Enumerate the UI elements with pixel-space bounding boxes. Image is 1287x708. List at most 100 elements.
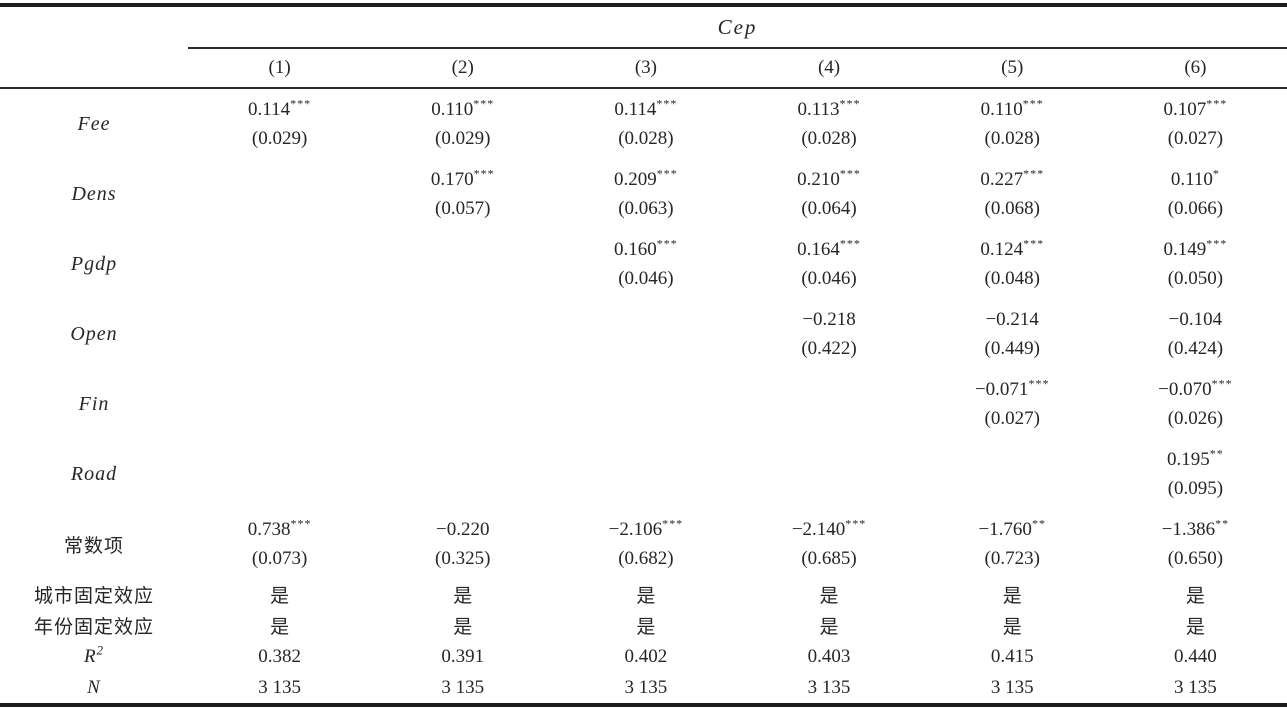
coefficient-value: −0.104 xyxy=(1168,309,1223,330)
coefficient-cell: 0.114*** (0.028) xyxy=(554,88,737,159)
significance-stars: *** xyxy=(1023,236,1045,251)
coefficient-line: 0.195** xyxy=(1104,445,1287,474)
coefficient-cell: 0.227*** (0.068) xyxy=(921,159,1104,229)
standard-error: (0.723) xyxy=(984,548,1040,569)
standard-error: (0.449) xyxy=(984,338,1040,359)
significance-stars: *** xyxy=(1023,166,1045,181)
coefficient-cell xyxy=(371,299,554,369)
coefficient-cell xyxy=(188,229,371,299)
coefficient-cell xyxy=(188,369,371,439)
significance-stars: *** xyxy=(839,166,861,181)
significance-stars: *** xyxy=(662,516,684,531)
stat-cell: 0.391 xyxy=(441,645,485,667)
coefficient-cell: −0.214 (0.449) xyxy=(921,299,1104,369)
coefficient-line: 0.160*** xyxy=(554,235,737,264)
column-header-4: (4) xyxy=(737,48,921,89)
variable-row: Fin −0.071*** (0.027) −0.070*** (0.026) xyxy=(0,369,1287,439)
stat-cell: 0.415 xyxy=(990,645,1034,667)
variable-row: Pgdp 0.160*** (0.046) 0.164*** (0.046) 0.124*… xyxy=(0,229,1287,299)
standard-error: (0.048) xyxy=(984,268,1040,289)
standard-error: (0.095) xyxy=(1167,478,1224,499)
coefficient-value: −0.220 xyxy=(436,519,490,540)
coefficient-value: 0.124 xyxy=(980,239,1024,260)
significance-stars: ** xyxy=(1215,516,1230,531)
standard-error: (0.046) xyxy=(618,268,674,289)
coefficient-line: −0.104 xyxy=(1104,305,1287,334)
standard-error: (0.424) xyxy=(1167,338,1224,359)
significance-stars: *** xyxy=(1022,96,1044,111)
variable-row: Dens 0.170*** (0.057) 0.209*** (0.063) 0.210*… xyxy=(0,159,1287,229)
significance-stars: * xyxy=(1212,166,1220,181)
coefficient-line: 0.107*** xyxy=(1104,95,1287,124)
coefficient-value: −0.218 xyxy=(802,309,856,330)
row-label: Open xyxy=(70,322,118,345)
significance-stars: *** xyxy=(656,236,678,251)
coefficient-cell: 0.195** (0.095) xyxy=(1104,439,1287,509)
coefficient-cell: 0.107*** (0.027) xyxy=(1104,88,1287,159)
significance-stars: *** xyxy=(839,96,861,111)
coefficient-cell: 0.160*** (0.046) xyxy=(554,229,737,299)
coefficient-line: 0.164*** xyxy=(737,235,920,264)
significance-stars: *** xyxy=(1028,376,1050,391)
significance-stars: ** xyxy=(1209,446,1224,461)
coefficient-line: 0.210*** xyxy=(737,165,920,194)
coefficient-value: −0.071 xyxy=(974,379,1029,400)
significance-stars: *** xyxy=(656,166,678,181)
significance-stars: *** xyxy=(473,166,495,181)
coefficient-value: −1.760 xyxy=(978,519,1032,540)
coefficient-value: 0.170 xyxy=(430,169,474,190)
coefficient-value: −0.214 xyxy=(985,309,1039,330)
column-header-5: (5) xyxy=(920,48,1104,89)
standard-error: (0.028) xyxy=(618,128,674,149)
coefficient-line: 0.170*** xyxy=(371,165,554,194)
coefficient-value: 0.107 xyxy=(1163,99,1207,120)
coefficient-cell: 0.110*** (0.029) xyxy=(371,88,554,159)
coefficient-line: −1.760** xyxy=(921,515,1104,544)
coefficient-line: 0.113*** xyxy=(737,95,920,124)
row-label: 城市固定效应 xyxy=(33,586,154,607)
coefficient-value: 0.114 xyxy=(248,99,291,120)
coefficient-value: 0.113 xyxy=(797,99,840,120)
coefficient-cell: 0.164*** (0.046) xyxy=(737,229,920,299)
coefficient-cell: −0.070*** (0.026) xyxy=(1104,369,1287,439)
coefficient-line: 0.149*** xyxy=(1104,235,1287,264)
coefficient-cell: −0.071*** (0.027) xyxy=(921,369,1104,439)
significance-stars: *** xyxy=(845,516,867,531)
coefficient-value: −2.106 xyxy=(608,519,663,540)
variable-row: Road 0.195** (0.095) xyxy=(0,439,1287,509)
variable-row: Fee 0.114*** (0.029) 0.110*** (0.029) 0.114**… xyxy=(0,88,1287,159)
coefficient-cell: 0.210*** (0.064) xyxy=(737,159,920,229)
coefficient-cell xyxy=(371,369,554,439)
row-label: Fee xyxy=(77,112,111,135)
stat-cell: 3 135 xyxy=(441,676,485,698)
coefficient-value: 0.110 xyxy=(980,99,1023,120)
coefficient-value: 0.110 xyxy=(431,99,474,120)
coefficient-line: 0.110*** xyxy=(371,95,554,124)
coefficient-cell xyxy=(554,369,737,439)
coefficient-cell: 0.110* (0.066) xyxy=(1104,159,1287,229)
summary-row: N 3 135 3 135 3 135 3 135 3 135 3 135 xyxy=(0,672,1287,705)
coefficient-cell: 0.114*** (0.029) xyxy=(188,88,371,159)
coefficient-cell xyxy=(554,299,737,369)
coefficient-value: 0.149 xyxy=(1163,239,1207,260)
summary-row: 城市固定效应 是 是 是 是 是 是 xyxy=(0,579,1287,610)
stat-cell: 是 xyxy=(1002,586,1022,607)
stat-cell: 0.402 xyxy=(624,645,668,667)
column-header-row: (1) (2) (3) (4) (5) (6) xyxy=(0,48,1287,89)
row-label-base: R xyxy=(83,645,97,667)
coefficient-cell xyxy=(737,439,920,509)
coefficient-cell xyxy=(737,369,920,439)
standard-error: (0.685) xyxy=(801,548,857,569)
standard-error: (0.682) xyxy=(618,548,674,569)
coefficient-cell xyxy=(554,439,737,509)
column-header-3: (3) xyxy=(554,48,738,89)
coefficient-cell: −2.140*** (0.685) xyxy=(737,509,920,579)
column-header-1: (1) xyxy=(188,48,372,89)
standard-error: (0.068) xyxy=(984,198,1040,219)
stat-cell: 是 xyxy=(819,586,839,607)
standard-error: (0.027) xyxy=(984,408,1040,429)
significance-stars: *** xyxy=(839,236,861,251)
span-header-row: Cep xyxy=(0,5,1287,49)
stat-cell: 是 xyxy=(636,617,656,638)
